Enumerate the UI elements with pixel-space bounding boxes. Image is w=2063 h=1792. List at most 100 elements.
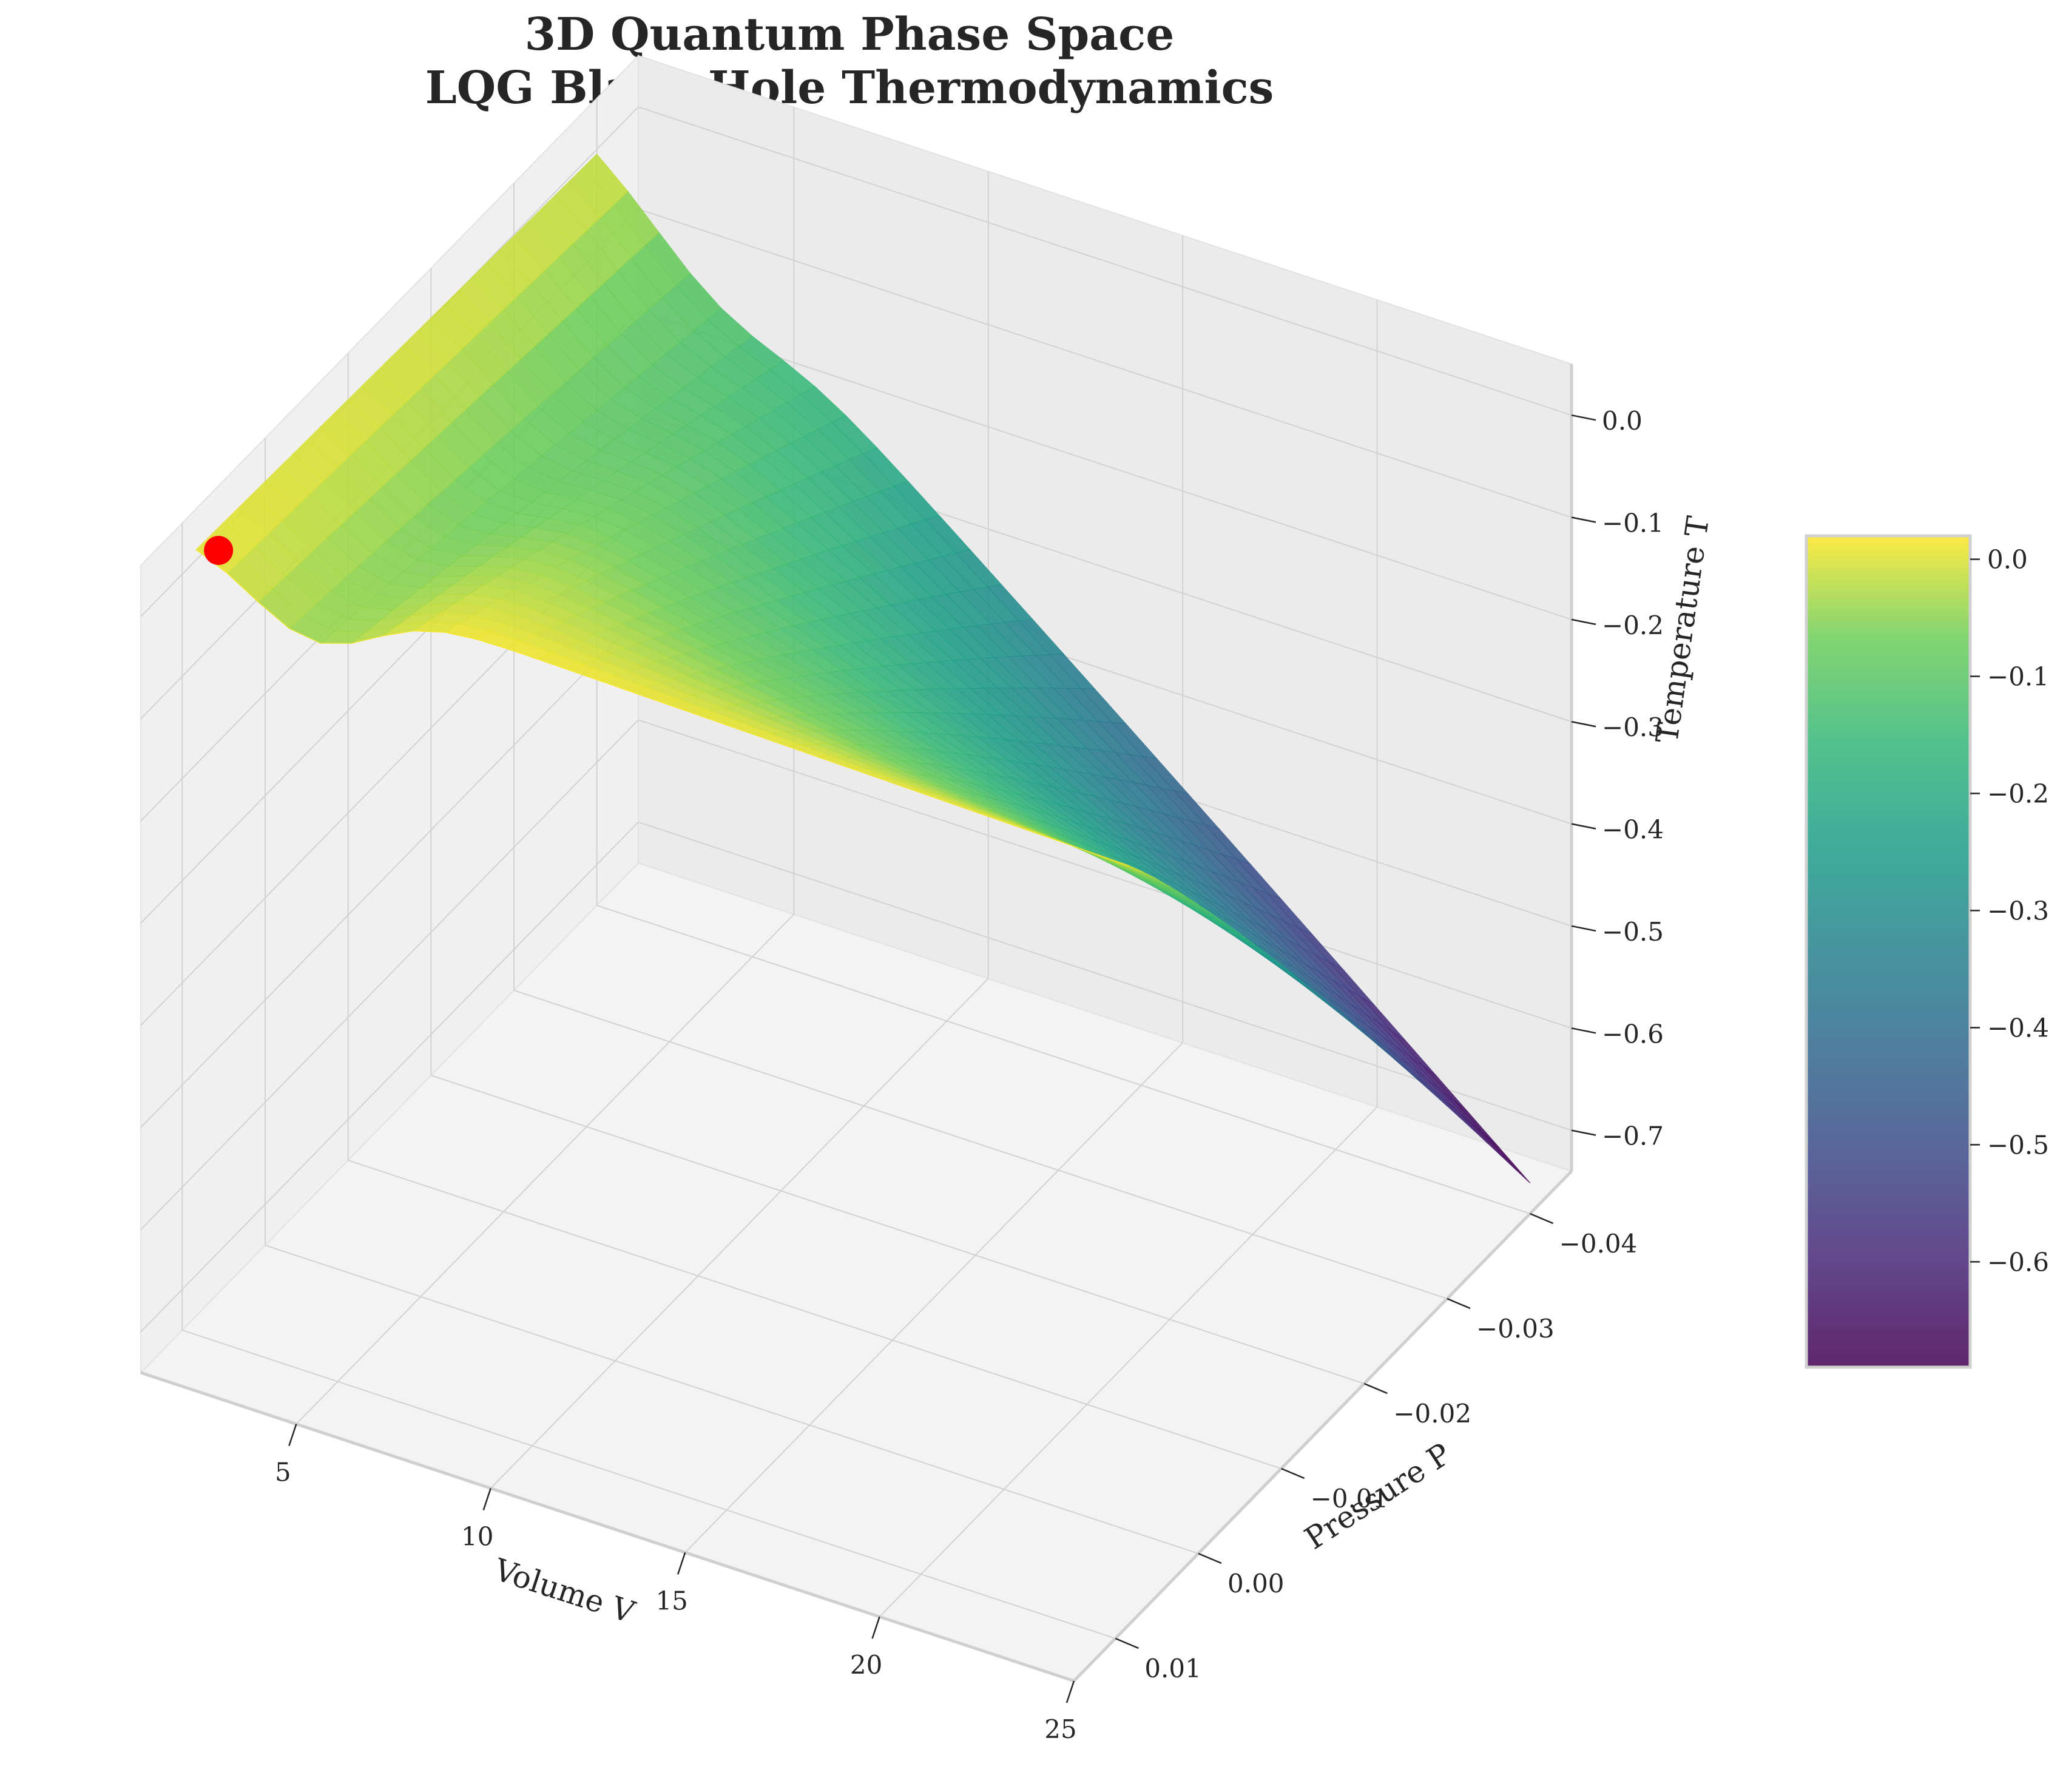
y-gridline-floor bbox=[348, 1160, 1281, 1469]
surface-facet bbox=[849, 767, 881, 779]
surface-facet bbox=[413, 631, 445, 633]
colorbar-ticks: 0.0 −0.1 −0.2 −0.3 −0.4 −0.5 −0.6 bbox=[1970, 545, 2049, 1277]
x-tick-label: 20 bbox=[850, 1650, 882, 1680]
z-tick-mark bbox=[1571, 1129, 1596, 1136]
colorbar-tick-label: −0.4 bbox=[1987, 1013, 2049, 1043]
colorbar-tick-label: −0.6 bbox=[1987, 1247, 2049, 1277]
critical-point bbox=[204, 535, 234, 565]
y-tick-label: 0.00 bbox=[1227, 1569, 1285, 1598]
surface-facet bbox=[289, 628, 321, 644]
z-gridline-left bbox=[140, 821, 639, 1333]
y-tick-label: 0.01 bbox=[1144, 1654, 1201, 1683]
surface-facet bbox=[1098, 854, 1130, 867]
surface-facet bbox=[724, 724, 757, 736]
y-gridline-floor bbox=[513, 990, 1448, 1299]
z-tick-mark bbox=[1571, 414, 1596, 421]
z-tick-label: −0.1 bbox=[1602, 509, 1664, 538]
y-tick-mark bbox=[1281, 1467, 1305, 1479]
y-gridline-floor bbox=[596, 905, 1530, 1214]
surface-facet bbox=[507, 648, 539, 660]
x-gridline-floor bbox=[684, 1042, 1183, 1554]
axes-gridlines bbox=[140, 98, 1572, 1682]
colorbar-body bbox=[1805, 534, 1972, 1369]
y-tick-label: −0.04 bbox=[1559, 1229, 1638, 1259]
y-gridline-floor bbox=[182, 1330, 1116, 1639]
z-gridline-back bbox=[638, 719, 1572, 1029]
surface-facet bbox=[973, 811, 1005, 823]
z-tick-mark bbox=[1571, 721, 1596, 728]
x-tick-mark bbox=[1065, 1680, 1075, 1703]
z-tick-label: −0.7 bbox=[1602, 1121, 1664, 1151]
z-tick-label: −0.5 bbox=[1602, 917, 1664, 947]
chart-title-line-1: 3D Quantum Phase Space bbox=[525, 8, 1175, 61]
colorbar: 0.0 −0.1 −0.2 −0.3 −0.4 −0.5 −0.6 bbox=[1805, 534, 2049, 1369]
surface-facet bbox=[600, 680, 632, 692]
y-tick-mark bbox=[1447, 1297, 1471, 1310]
colorbar-tick-label: 0.0 bbox=[1987, 545, 2028, 575]
z-tick-label: −0.2 bbox=[1602, 610, 1664, 640]
z-tick-mark bbox=[1571, 925, 1596, 932]
surface-facet bbox=[569, 669, 601, 681]
x-tick-label: 5 bbox=[275, 1458, 291, 1487]
x-gridline-floor bbox=[879, 1106, 1378, 1617]
surface-facet bbox=[694, 713, 725, 725]
surface-facet bbox=[226, 573, 259, 603]
surface-facet bbox=[880, 778, 912, 790]
z-gridline-back bbox=[638, 208, 1572, 518]
surface-facet bbox=[445, 632, 476, 640]
z-tick-label: −0.4 bbox=[1602, 815, 1664, 845]
colorbar-tick-label: −0.3 bbox=[1987, 896, 2049, 925]
x-axis-label: Volume V bbox=[490, 1552, 640, 1631]
x-tick-mark bbox=[871, 1616, 880, 1639]
x-tick-mark bbox=[482, 1488, 491, 1510]
y-tick-label: −0.02 bbox=[1393, 1399, 1471, 1429]
surface-facet bbox=[911, 789, 943, 801]
surface-facet bbox=[1004, 822, 1036, 834]
z-gridline-back bbox=[638, 310, 1572, 620]
temperature-surface bbox=[195, 154, 1531, 1183]
surface-facet bbox=[351, 635, 383, 644]
y-gridline-floor bbox=[265, 1245, 1199, 1554]
y-tick-mark bbox=[1115, 1637, 1139, 1649]
axes-ticks: 5 10 15 20 25 0.01 0.00 −0.01 −0.02 −0.03 −0.04 0.0… bbox=[275, 406, 1664, 1744]
x-tick-mark bbox=[677, 1552, 686, 1575]
surface-facet bbox=[787, 746, 819, 758]
z-gridline-back bbox=[638, 106, 1572, 416]
y-tick-mark bbox=[1198, 1552, 1222, 1564]
surface-facet bbox=[631, 691, 663, 703]
z-gridline-left bbox=[140, 719, 639, 1231]
z-tick-label: −0.6 bbox=[1602, 1019, 1664, 1049]
surface-facet bbox=[1067, 844, 1098, 856]
z-gridline-left bbox=[140, 617, 639, 1128]
surface-facet bbox=[755, 735, 788, 747]
x-tick-label: 25 bbox=[1044, 1714, 1076, 1744]
colorbar-tick-label: −0.1 bbox=[1987, 662, 2049, 692]
x-tick-mark bbox=[288, 1424, 297, 1447]
colorbar-tick-label: −0.2 bbox=[1987, 779, 2049, 809]
surface-facet bbox=[258, 601, 290, 629]
critical-point-marker bbox=[204, 535, 234, 565]
colorbar-tick-label: −0.5 bbox=[1987, 1130, 2049, 1160]
x-tick-label: 10 bbox=[461, 1522, 493, 1552]
x-gridline-floor bbox=[490, 978, 989, 1489]
z-tick-label: −0.3 bbox=[1602, 712, 1664, 742]
surface-facet bbox=[942, 800, 974, 812]
y-tick-mark bbox=[1363, 1382, 1388, 1395]
surface-facet bbox=[1036, 833, 1067, 845]
x-tick-label: 15 bbox=[655, 1586, 687, 1615]
chart-title-line-2: LQG Black Hole Thermodynamics bbox=[425, 62, 1274, 114]
z-tick-mark bbox=[1571, 618, 1596, 626]
axes-panes bbox=[140, 54, 1573, 1682]
z-tick-mark bbox=[1571, 823, 1596, 830]
y-tick-mark bbox=[1530, 1212, 1554, 1225]
y-tick-label: −0.03 bbox=[1476, 1314, 1555, 1344]
z-tick-label: 0.0 bbox=[1602, 406, 1643, 436]
surface-facet bbox=[818, 756, 849, 768]
z-gridline-back bbox=[638, 821, 1572, 1131]
surface-facet bbox=[382, 631, 414, 637]
surface-facet bbox=[662, 702, 694, 714]
surface-facet bbox=[476, 638, 507, 649]
z-tick-mark bbox=[1571, 516, 1596, 523]
y-axis-line bbox=[1073, 1170, 1573, 1682]
